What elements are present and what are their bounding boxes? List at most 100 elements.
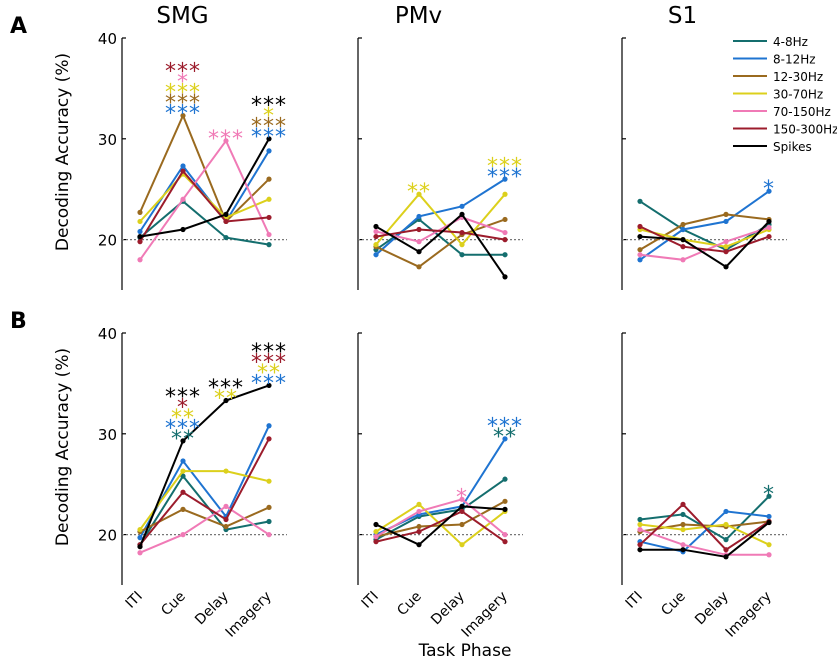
series-line-150-300hz <box>375 510 506 543</box>
data-point-spikes <box>266 136 272 142</box>
data-point-150-300hz <box>266 436 272 442</box>
significance-mark: *** <box>165 81 201 106</box>
legend-label-4-8hz: 4-8Hz <box>773 35 808 49</box>
data-point-12-30hz <box>723 211 729 217</box>
series-line-4-8hz <box>375 478 506 541</box>
x-tick-label-delay: Delay <box>192 589 232 629</box>
data-point-spikes <box>766 218 772 225</box>
data-point-4-8hz <box>266 518 272 525</box>
series-line-150-300hz <box>375 228 506 241</box>
data-point-4-8hz <box>637 516 643 523</box>
series-line-12-30hz <box>375 218 506 268</box>
data-point-70-150hz <box>416 239 422 245</box>
significance-mark: *** <box>165 91 201 116</box>
data-point-4-8hz <box>223 234 229 241</box>
significance-mark: ** <box>171 427 195 452</box>
data-point-150-300hz <box>180 168 186 174</box>
x-tick-label-cue: Cue <box>158 589 189 620</box>
series-line-spikes <box>139 138 270 238</box>
data-point-30-70hz <box>416 501 422 507</box>
y-tick-label: 30 <box>98 426 117 444</box>
significance-mark: *** <box>487 155 523 180</box>
data-point-150-300hz <box>416 528 422 535</box>
legend-label-12-30hz: 12-30Hz <box>773 70 823 84</box>
panel-a-s1: * <box>621 37 787 290</box>
series-line-spikes <box>375 212 506 278</box>
data-point-8-12hz <box>502 176 508 182</box>
row-label-a: A <box>10 14 27 39</box>
data-point-spikes <box>766 519 772 526</box>
data-point-12-30hz <box>416 523 422 530</box>
data-point-30-70hz <box>459 242 465 248</box>
legend-label-8-12hz: 8-12Hz <box>773 53 816 67</box>
y-tick-label: 40 <box>98 30 117 48</box>
data-point-spikes <box>373 521 379 528</box>
y-axis-label: Decoding Accuracy (%) <box>53 348 73 546</box>
series-line-12-30hz <box>139 506 270 533</box>
data-point-70-150hz <box>502 532 508 538</box>
significance-mark: *** <box>251 114 287 139</box>
data-point-8-12hz <box>723 508 729 515</box>
data-point-30-70hz <box>637 521 643 528</box>
data-point-30-70hz <box>223 468 229 474</box>
series-line-150-300hz <box>139 438 270 546</box>
data-point-8-12hz <box>680 226 686 233</box>
x-tick-label-imagery: Imagery <box>723 589 775 641</box>
data-point-spikes <box>266 382 272 389</box>
data-point-150-300hz <box>766 233 772 240</box>
data-point-4-8hz <box>180 473 186 479</box>
data-point-spikes <box>502 274 508 280</box>
x-tick-label-iti: ITI <box>359 589 382 612</box>
series-line-70-150hz <box>375 216 506 243</box>
data-point-12-30hz <box>180 506 186 512</box>
data-point-12-30hz <box>502 498 508 504</box>
data-point-70-150hz <box>266 532 272 538</box>
data-point-30-70hz <box>766 542 772 548</box>
data-point-spikes <box>416 249 422 255</box>
data-point-8-12hz <box>180 163 186 169</box>
data-point-70-150hz <box>637 252 643 258</box>
data-point-30-70hz <box>373 528 379 535</box>
data-point-150-300hz <box>723 547 729 553</box>
data-point-12-30hz <box>137 209 143 215</box>
data-point-4-8hz <box>637 198 643 204</box>
significance-mark: * <box>263 104 275 129</box>
data-point-spikes <box>180 226 186 233</box>
significance-mark: *** <box>251 371 287 396</box>
data-point-spikes <box>637 547 643 553</box>
data-point-150-300hz <box>223 218 229 225</box>
series-line-spikes <box>139 384 270 548</box>
data-point-70-150hz <box>180 196 186 202</box>
y-tick-label: 40 <box>98 325 117 343</box>
data-point-70-150hz <box>416 508 422 515</box>
data-point-70-150hz <box>680 542 686 548</box>
data-point-30-70hz <box>723 521 729 528</box>
significance-mark: *** <box>251 125 287 150</box>
data-point-70-150hz <box>766 224 772 231</box>
data-point-spikes <box>680 237 686 243</box>
x-tick-label-iti: ITI <box>123 589 146 612</box>
row-label-b: B <box>10 309 27 334</box>
significance-mark: *** <box>251 350 287 375</box>
x-tick-label-delay: Delay <box>692 589 732 629</box>
panel-a-pmv: ******** <box>357 37 523 290</box>
significance-mark: * <box>763 177 775 202</box>
data-point-30-70hz <box>416 191 422 197</box>
data-point-spikes <box>459 211 465 217</box>
significance-mark: *** <box>165 385 201 410</box>
data-point-70-150hz <box>266 231 272 238</box>
data-point-150-300hz <box>680 244 686 250</box>
data-point-8-12hz <box>502 436 508 442</box>
data-point-150-300hz <box>373 233 379 240</box>
significance-mark: *** <box>165 416 201 441</box>
data-point-30-70hz <box>459 542 465 548</box>
significance-mark: *** <box>251 93 287 118</box>
significance-mark: ** <box>407 180 431 205</box>
data-point-4-8hz <box>266 242 272 248</box>
data-point-70-150hz <box>137 550 143 556</box>
data-point-4-8hz <box>723 537 729 543</box>
